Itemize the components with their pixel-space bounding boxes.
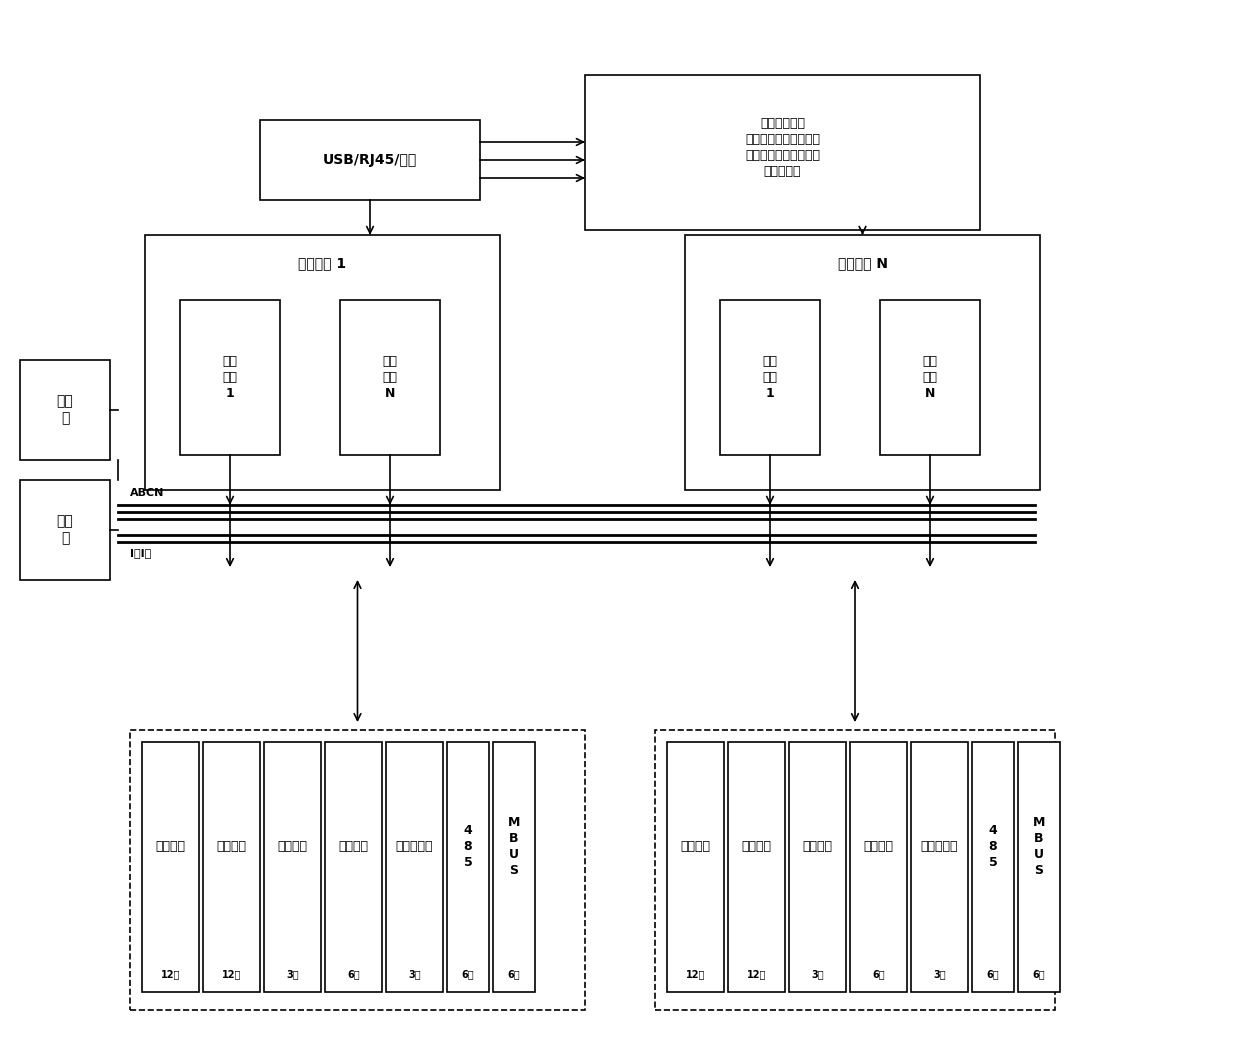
Text: 脉冲检测: 脉冲检测 [802, 840, 832, 854]
Text: USB/RJ45/蓝牙: USB/RJ45/蓝牙 [322, 153, 417, 167]
Text: 6组: 6组 [872, 969, 885, 979]
Bar [849, 742, 906, 992]
Bar [386, 742, 443, 992]
Bar [260, 120, 480, 200]
Text: 实体
模块
1: 实体 模块 1 [763, 355, 777, 400]
Text: 模拟量发生: 模拟量发生 [921, 840, 959, 854]
Text: 12组: 12组 [222, 969, 242, 979]
Text: 遥信发生: 遥信发生 [742, 840, 771, 854]
Text: M
B
U
S: M B U S [1033, 816, 1045, 878]
Text: 标准
源: 标准 源 [57, 394, 73, 425]
Text: M
B
U
S: M B U S [508, 816, 521, 878]
Bar [20, 480, 110, 580]
Bar [203, 742, 260, 992]
Text: 6组: 6组 [347, 969, 360, 979]
Text: 6组: 6组 [987, 969, 999, 979]
Text: 脉冲发生: 脉冲发生 [155, 840, 186, 854]
Text: I＋I－: I＋I－ [130, 548, 151, 558]
Bar [720, 300, 820, 455]
Bar [325, 742, 382, 992]
Text: 待测终端 1: 待测终端 1 [299, 256, 346, 270]
Bar [446, 742, 489, 992]
Text: 6组: 6组 [461, 969, 475, 979]
Bar [880, 300, 980, 455]
Text: 标准
表: 标准 表 [57, 514, 73, 545]
Text: 脉冲发生: 脉冲发生 [681, 840, 711, 854]
Text: 实体
模块
N: 实体 模块 N [382, 355, 398, 400]
Bar [789, 742, 846, 992]
Text: 3组: 3组 [811, 969, 823, 979]
Bar [20, 359, 110, 460]
Text: 12组: 12组 [746, 969, 766, 979]
Bar [130, 730, 585, 1011]
Bar [684, 235, 1040, 490]
Text: 4
8
5: 4 8 5 [988, 825, 997, 869]
Text: 4
8
5: 4 8 5 [464, 825, 472, 869]
Text: 待测终端 N: 待测终端 N [837, 256, 888, 270]
Text: 3组: 3组 [408, 969, 420, 979]
Text: 6组: 6组 [1033, 969, 1045, 979]
Text: 12组: 12组 [686, 969, 706, 979]
Text: 3组: 3组 [934, 969, 946, 979]
Bar [340, 300, 440, 455]
Text: 脉冲检测: 脉冲检测 [278, 840, 308, 854]
Text: 实体
模块
N: 实体 模块 N [923, 355, 937, 400]
Text: 遥控检测: 遥控检测 [339, 840, 368, 854]
Bar [494, 742, 534, 992]
Text: 实体
模块
1: 实体 模块 1 [222, 355, 238, 400]
Bar [655, 730, 1055, 1011]
Text: 遥信发生: 遥信发生 [217, 840, 247, 854]
Text: 3组: 3组 [286, 969, 299, 979]
Bar [728, 742, 785, 992]
Bar [1018, 742, 1060, 992]
Bar [143, 742, 198, 992]
Text: 遥控检测: 遥控检测 [863, 840, 894, 854]
Bar [667, 742, 724, 992]
Bar [911, 742, 968, 992]
Text: 模拟量发生: 模拟量发生 [396, 840, 433, 854]
Bar [972, 742, 1014, 992]
Text: 12组: 12组 [161, 969, 180, 979]
Text: 功能测试软件
测试动作发起、输入输
出信号匹配与检测、虚
拟表响应等: 功能测试软件 测试动作发起、输入输 出信号匹配与检测、虚 拟表响应等 [745, 117, 820, 178]
Bar [585, 75, 980, 230]
Bar [264, 742, 321, 992]
Bar [180, 300, 280, 455]
Text: 6组: 6组 [507, 969, 521, 979]
Text: ABCN: ABCN [130, 488, 165, 498]
Bar [145, 235, 500, 490]
